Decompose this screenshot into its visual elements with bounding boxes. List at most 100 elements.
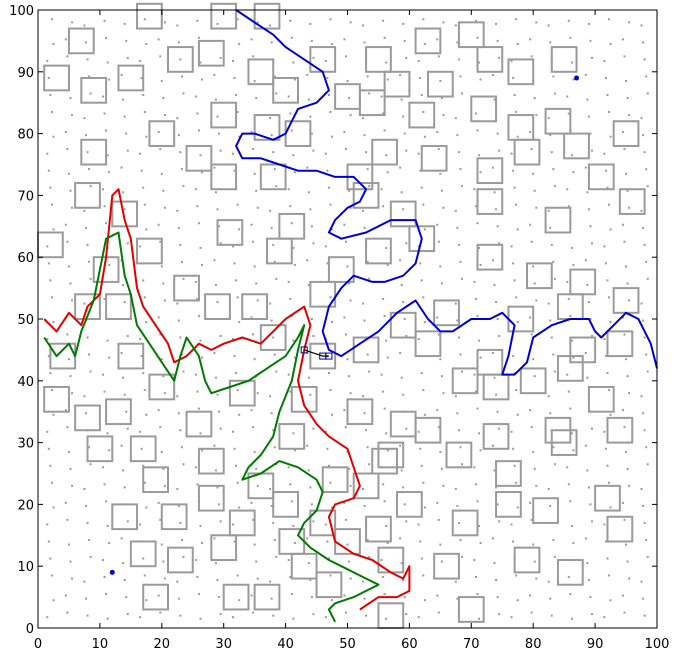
grid-dot [270, 41, 273, 44]
grid-dot [479, 542, 482, 545]
grid-dot [403, 503, 406, 506]
grid-dot [643, 151, 646, 154]
grid-dot [236, 296, 239, 299]
grid-dot [324, 245, 327, 248]
grid-dot [368, 370, 371, 373]
grid-dot [365, 429, 368, 432]
grid-dot [162, 560, 165, 563]
grid-dot [405, 613, 408, 616]
grid-dot [180, 260, 183, 263]
grid-dot [88, 75, 91, 78]
grid-dot [120, 73, 123, 76]
grid-dot [252, 611, 255, 614]
obstacle-box [495, 460, 522, 487]
grid-dot [216, 208, 219, 211]
grid-dot [83, 580, 86, 583]
grid-dot [49, 279, 52, 282]
grid-dot [645, 75, 648, 78]
obstacle-box [383, 70, 411, 98]
grid-dot [566, 280, 569, 283]
grid-dot [625, 450, 628, 453]
obstacle-box [197, 484, 225, 512]
grid-dot [214, 562, 217, 565]
grid-dot [348, 375, 351, 378]
grid-dot [142, 557, 145, 560]
grid-dot [386, 78, 389, 81]
obstacle-box [148, 373, 176, 401]
grid-dot [623, 611, 626, 614]
grid-dot [180, 446, 183, 449]
grid-dot [439, 265, 442, 268]
obstacle-box [507, 58, 535, 86]
grid-dot [83, 209, 86, 212]
grid-dot [586, 376, 589, 379]
obstacle-box [43, 385, 70, 413]
grid-dot [252, 333, 255, 336]
obstacle-box [204, 293, 231, 320]
grid-dot [625, 172, 628, 175]
y-tick-label: 70 [17, 189, 34, 204]
grid-dot [197, 593, 200, 596]
grid-dot [645, 446, 648, 449]
grid-dot [194, 559, 197, 562]
grid-dot [640, 302, 643, 305]
grid-dot [533, 189, 536, 192]
grid-dot [213, 73, 216, 76]
grid-dot [84, 226, 87, 229]
obstacle-box [129, 435, 157, 463]
grid-dot [586, 469, 589, 472]
grid-dot [231, 59, 234, 62]
grid-dot [642, 597, 645, 600]
grid-dot [403, 318, 406, 320]
grid-dot [405, 149, 408, 152]
grid-dot [292, 525, 295, 528]
grid-dot [591, 613, 594, 616]
grid-dot [498, 613, 501, 616]
grid-dot [510, 59, 513, 62]
grid-dot [287, 373, 290, 376]
grid-dot [199, 61, 202, 64]
grid-dot [180, 538, 183, 541]
grid-dot [473, 373, 476, 376]
grid-dot [86, 151, 89, 154]
grid-dot [157, 409, 160, 412]
grid-dot [331, 228, 334, 231]
grid-dot [361, 24, 364, 27]
grid-dot [515, 296, 518, 299]
grid-dot [479, 263, 482, 266]
grid-dot [496, 225, 499, 228]
grid-dot [628, 21, 631, 24]
obstacle-box [315, 571, 343, 599]
obstacle-box [606, 416, 634, 444]
grid-dot [405, 334, 408, 337]
grid-dot [219, 334, 222, 337]
grid-dot [67, 450, 70, 453]
grid-dot [383, 314, 386, 317]
obstacle-box [476, 46, 504, 73]
grid-dot [604, 262, 607, 265]
obstacle-box [136, 237, 163, 265]
blue-marker-point [574, 75, 580, 81]
grid-dot [495, 486, 498, 489]
grid-dot [108, 263, 111, 266]
grid-dot [199, 525, 202, 528]
grid-dot [273, 446, 276, 449]
obstacle-box [365, 237, 392, 265]
grid-dot [270, 319, 273, 322]
grid-dot [309, 579, 312, 582]
grid-dot [417, 152, 420, 155]
grid-dot [570, 246, 573, 249]
obstacle-box [426, 70, 454, 98]
obstacle-box [210, 163, 238, 191]
grid-dot [216, 579, 219, 582]
grid-dot [50, 203, 53, 206]
grid-dot [552, 538, 555, 541]
grid-dot [46, 430, 49, 433]
grid-dot [419, 169, 422, 172]
grid-dot [383, 407, 386, 410]
grid-dot [312, 613, 315, 616]
grid-dot [329, 574, 332, 577]
grid-dot [67, 265, 70, 268]
obstacle-box [352, 182, 380, 209]
